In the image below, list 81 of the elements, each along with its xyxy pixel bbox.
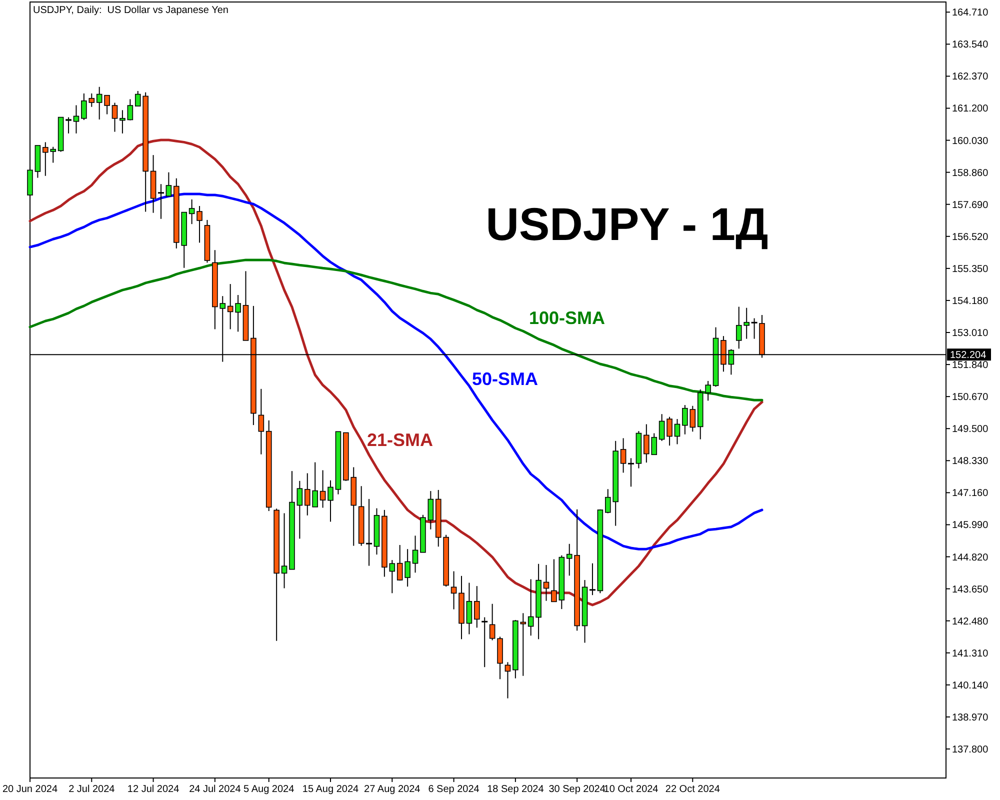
candlestick	[166, 172, 172, 197]
candlestick	[296, 480, 303, 540]
candlestick	[73, 104, 80, 134]
ref-line-label: 152.204	[950, 350, 987, 362]
candlestick	[682, 404, 688, 435]
y-tick-label: 150.670	[952, 392, 989, 404]
candlestick	[480, 616, 488, 668]
candlestick	[157, 184, 165, 220]
candlestick	[96, 86, 102, 120]
candlestick	[120, 110, 126, 134]
x-tick-label: 30 Sep 2024	[548, 784, 606, 795]
candlestick	[551, 558, 557, 602]
candlestick	[543, 564, 550, 602]
text: USDJPY - 1Д	[486, 198, 768, 250]
candlestick	[258, 388, 264, 455]
y-tick-label: 158.860	[952, 168, 989, 179]
y-tick-label: 160.030	[952, 136, 989, 147]
candlestick	[320, 470, 326, 508]
y-tick-label: 142.480	[952, 616, 989, 628]
candlestick	[666, 416, 672, 446]
candlestick	[227, 284, 234, 330]
x-tick-label: 10 Oct 2024	[604, 784, 659, 795]
candlestick	[466, 582, 472, 635]
candlestick	[504, 662, 511, 699]
x-tick-label: 27 Aug 2024	[364, 784, 421, 795]
y-tick-label: 154.180	[952, 296, 989, 307]
candlestick	[588, 562, 596, 596]
candlestick	[627, 458, 635, 488]
candlestick	[412, 535, 418, 574]
candlestick	[674, 418, 680, 445]
y-tick-label: 162.370	[952, 72, 989, 83]
candlestick	[104, 94, 110, 115]
candlestick	[112, 102, 118, 132]
candlestick	[620, 438, 626, 474]
y-tick-label: 153.010	[952, 328, 989, 339]
y-tick-label: 164.710	[952, 8, 989, 19]
x-tick-label: 15 Aug 2024	[302, 784, 360, 795]
y-tick-label: 151.840	[952, 360, 989, 372]
y-tick-label: 145.990	[952, 520, 989, 532]
series-label: 50-SMA	[472, 369, 538, 389]
y-tick-label: 147.160	[952, 488, 989, 500]
x-tick-label: 2 Jul 2024	[68, 784, 116, 795]
candlestick	[365, 498, 373, 566]
candlestick	[328, 480, 334, 522]
series-label: 21-SMA	[366, 430, 434, 450]
candlestick	[528, 578, 534, 636]
y-tick-label: 143.650	[952, 584, 989, 596]
y-tick-label: 161.200	[952, 104, 989, 115]
x-tick-label: 5 Aug 2024	[244, 784, 295, 795]
candlestick	[474, 586, 480, 628]
chart-subtitle: USDJPY, Daily: US Dollar vs Japanese Yen	[33, 5, 228, 16]
candlestick	[188, 198, 195, 225]
y-tick-label: 138.970	[952, 712, 989, 724]
line-series	[28, 258, 764, 402]
y-tick-label: 156.520	[952, 232, 989, 243]
x-tick-label: 22 Oct 2024	[665, 784, 720, 795]
y-tick-label: 155.350	[952, 264, 989, 275]
y-tick-label: 144.820	[952, 552, 989, 564]
candlestick	[489, 603, 496, 641]
candlestick	[235, 294, 241, 332]
candlestick	[281, 512, 288, 589]
y-tick-label: 163.540	[952, 40, 989, 51]
y-tick-label: 140.140	[952, 680, 989, 692]
x-tick-label: 6 Sep 2024	[428, 784, 480, 795]
candlestick	[658, 414, 665, 442]
x-tick-label: 24 Jul 2024	[189, 784, 242, 795]
candlestick	[196, 205, 202, 244]
candlestick	[428, 490, 434, 530]
y-tick-label: 157.690	[952, 200, 989, 211]
candlestick	[690, 405, 696, 432]
candlestick	[66, 116, 72, 134]
y-tick-label: 149.500	[952, 424, 989, 436]
series-label: 100-SMA	[528, 308, 606, 328]
x-tick-label: 20 Jun 2024	[2, 784, 58, 795]
y-tick-label: 137.800	[952, 744, 989, 756]
x-tick-label: 12 Jul 2024	[127, 784, 180, 795]
y-tick-label: 148.330	[952, 456, 989, 468]
x-tick-label: 18 Sep 2024	[487, 784, 544, 795]
candlestick	[450, 570, 457, 610]
candlestick	[127, 98, 134, 121]
y-tick-label: 141.310	[952, 648, 989, 660]
